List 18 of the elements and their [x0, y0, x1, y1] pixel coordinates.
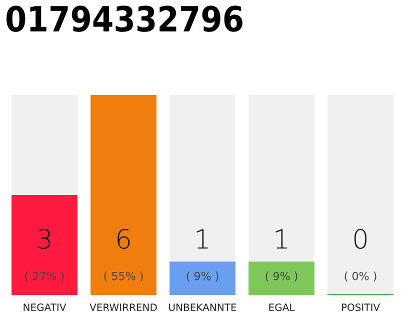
annotation: ( 27% )	[25, 272, 64, 282]
bar	[170, 262, 236, 295]
annotation: ( 55% )	[104, 272, 143, 282]
data-label: 0	[354, 228, 366, 249]
annotation: ( 9% )	[266, 272, 298, 282]
data-label: 1	[276, 229, 287, 249]
data-label: 1	[197, 229, 208, 249]
annotation: ( 9% )	[186, 272, 218, 282]
x-tick-label: UNBEKANNTE	[169, 304, 236, 312]
data-label: 6	[118, 228, 130, 249]
x-tick-label: POSITIV	[342, 304, 380, 312]
x-tick-label: EGAL	[269, 304, 295, 312]
bar	[248, 262, 314, 295]
x-tick-label: NEGATIV	[24, 304, 66, 312]
data-label: 3	[38, 228, 50, 249]
annotation: ( 0% )	[344, 272, 376, 282]
chart-title: 01794332796	[6, 6, 242, 32]
x-tick-label: VERWIRREND	[90, 304, 157, 311]
